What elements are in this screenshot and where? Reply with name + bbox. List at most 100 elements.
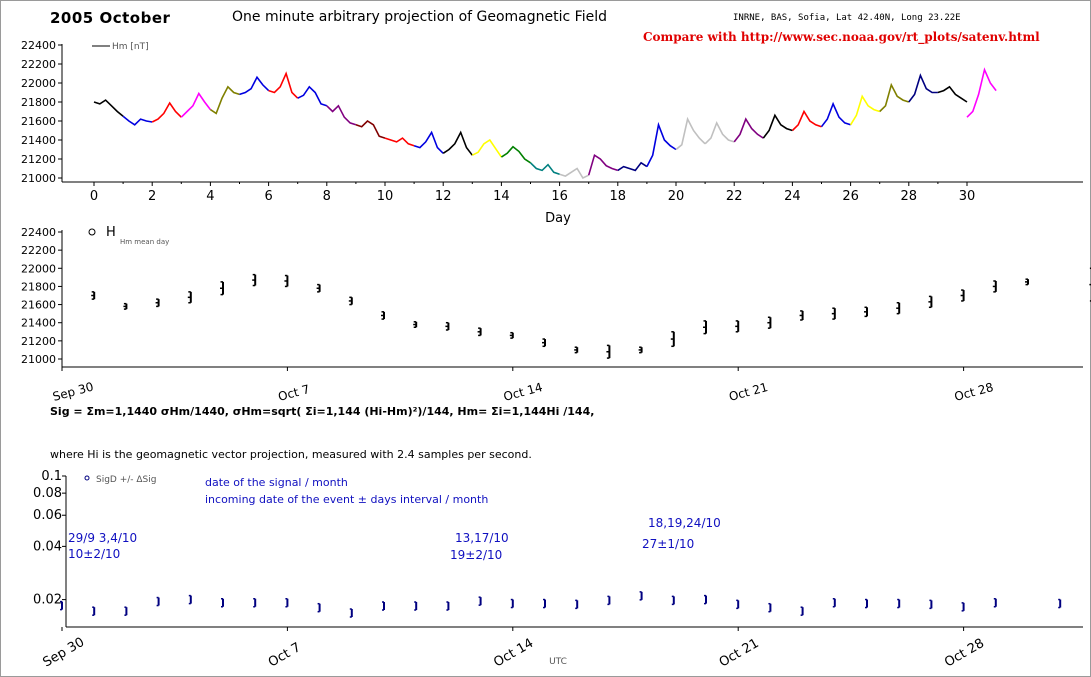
x-tick-label: 16 [551, 189, 568, 204]
x-tick-label: 10 [377, 189, 394, 204]
legend-marker [84, 475, 90, 481]
hm-line-segment [297, 85, 328, 107]
annotation-signal-date: 13,17/10 [455, 531, 509, 545]
x-axis-label: UTC [549, 657, 567, 667]
hm-line-segment [93, 99, 124, 117]
hm-line-segment [209, 85, 240, 115]
y-tick-label: 0.08 [33, 486, 62, 501]
y-tick-label: 22400 [21, 226, 56, 239]
x-tick-label: 0 [90, 189, 98, 204]
x-tick-label: Oct 7 [266, 640, 304, 670]
formula-line: Sig = Σm=1,1440 σHm/1440, σHm=sqrt( Σi=1… [50, 405, 595, 418]
annotation-legend-event: incoming date of the event ± days interv… [205, 493, 488, 506]
x-tick-label: 22 [726, 189, 743, 204]
y-tick-label: 22200 [21, 244, 56, 257]
hm-line-segment [355, 119, 386, 139]
x-tick-label: 20 [668, 189, 685, 204]
y-tick-label: 21800 [21, 96, 56, 109]
y-tick-label: 21800 [21, 280, 56, 293]
y-tick-label: 0.04 [33, 539, 62, 554]
hm-line-segment [268, 71, 299, 99]
hm-line-segment [908, 73, 938, 103]
x-tick-label: 30 [959, 189, 976, 204]
y-tick-label: 21200 [21, 335, 56, 348]
compare-link[interactable]: Compare with http://www.sec.noaa.gov/rt_… [643, 30, 1040, 44]
y-tick-label: 22400 [21, 39, 56, 52]
x-axis-label: Day [545, 211, 571, 226]
hm-line-segment [675, 116, 706, 151]
y-tick-label: 0.1 [41, 469, 62, 484]
y-tick-label: 21000 [21, 353, 56, 366]
y-tick-label: 21000 [21, 172, 56, 185]
x-tick-label: 26 [842, 189, 859, 204]
x-tick-label: 14 [493, 189, 510, 204]
y-tick-label: 0.06 [33, 508, 62, 523]
x-tick-label: 12 [435, 189, 452, 204]
x-tick-label: 28 [901, 189, 918, 204]
legend-entry: Hm [nT] [112, 42, 149, 52]
hm-line-segment [704, 120, 735, 145]
hm-line-segment [937, 85, 968, 103]
annotation-event-date: 19±2/10 [450, 548, 502, 562]
y-tick-label: 21600 [21, 115, 56, 128]
legend-entry-symbol: H [106, 225, 116, 240]
legend-entry: Hm mean day [120, 238, 169, 246]
y-tick-label: 21400 [21, 317, 56, 330]
hm-line-segment [617, 161, 648, 172]
y-tick-label: 22000 [21, 77, 56, 90]
hm-line-segment [879, 82, 910, 113]
hm-line-segment [762, 113, 793, 139]
x-tick-label: Oct 28 [942, 636, 987, 671]
hm-line-segment [122, 115, 153, 126]
hm-line-segment [384, 137, 415, 147]
hm-line-segment [529, 162, 560, 175]
hm-line-segment [559, 167, 590, 180]
x-tick-label: 18 [610, 189, 627, 204]
hm-line-segment [820, 101, 851, 128]
legend-entry: SigD +/- ΔSig [96, 475, 156, 485]
y-tick-label: 21200 [21, 153, 56, 166]
hm-line-segment [442, 130, 473, 156]
hm-line-segment [966, 67, 997, 118]
x-tick-label: Oct 7 [277, 382, 312, 404]
annotation-event-date: 10±2/10 [68, 547, 120, 561]
x-tick-label: 6 [264, 189, 272, 204]
x-tick-label: 2 [148, 189, 156, 204]
source-info: INRNE, BAS, Sofia, Lat 42.40N, Long 23.2… [733, 13, 961, 23]
hm-line-segment [791, 109, 822, 132]
annotation-signal-date: 18,19,24/10 [648, 516, 721, 530]
x-tick-label: 4 [206, 189, 214, 204]
annotation-signal-date: 29/9 3,4/10 [68, 531, 137, 545]
x-tick-label: Oct 21 [727, 380, 769, 404]
hm-line-segment [587, 153, 619, 176]
hm-line-segment [413, 130, 444, 154]
x-tick-label: Oct 21 [717, 636, 762, 671]
hm-line-segment [500, 145, 531, 164]
annotation-legend-signal: date of the signal / month [205, 476, 348, 489]
page-title: One minute arbitrary projection of Geoma… [232, 9, 607, 25]
hm-line-segment [733, 117, 764, 143]
y-tick-label: 0.02 [33, 593, 62, 608]
y-tick-label: 22200 [21, 58, 56, 71]
y-tick-label: 21600 [21, 299, 56, 312]
x-tick-label: 8 [323, 189, 331, 204]
hm-line-segment [151, 101, 182, 123]
x-tick-label: Sep 30 [41, 635, 88, 671]
annotation-event-date: 27±1/10 [642, 537, 694, 551]
hm-line-segment [849, 94, 880, 126]
y-tick-label: 21400 [21, 134, 56, 147]
x-tick-label: Oct 14 [491, 636, 536, 671]
hm-line-segment [646, 121, 677, 167]
y-tick-label: 22000 [21, 262, 56, 275]
hm-line-segment [326, 104, 357, 126]
x-tick-label: Oct 28 [953, 380, 995, 404]
formula-description: where Hi is the geomagnetic vector proje… [50, 448, 532, 461]
hm-line-segment [180, 91, 212, 118]
hm-line-segment [471, 138, 503, 158]
x-tick-label: Sep 30 [51, 380, 95, 404]
year-month-title: 2005 October [50, 9, 171, 27]
legend-marker [88, 228, 96, 236]
hm-line-segment [239, 75, 270, 96]
x-tick-label: 24 [784, 189, 801, 204]
